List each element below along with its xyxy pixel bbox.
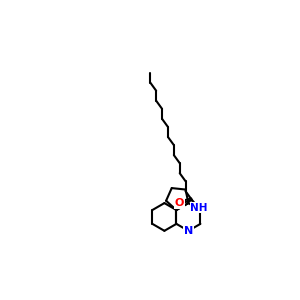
Text: N: N bbox=[184, 226, 193, 236]
Text: NH: NH bbox=[190, 203, 208, 213]
Text: O: O bbox=[175, 198, 184, 208]
